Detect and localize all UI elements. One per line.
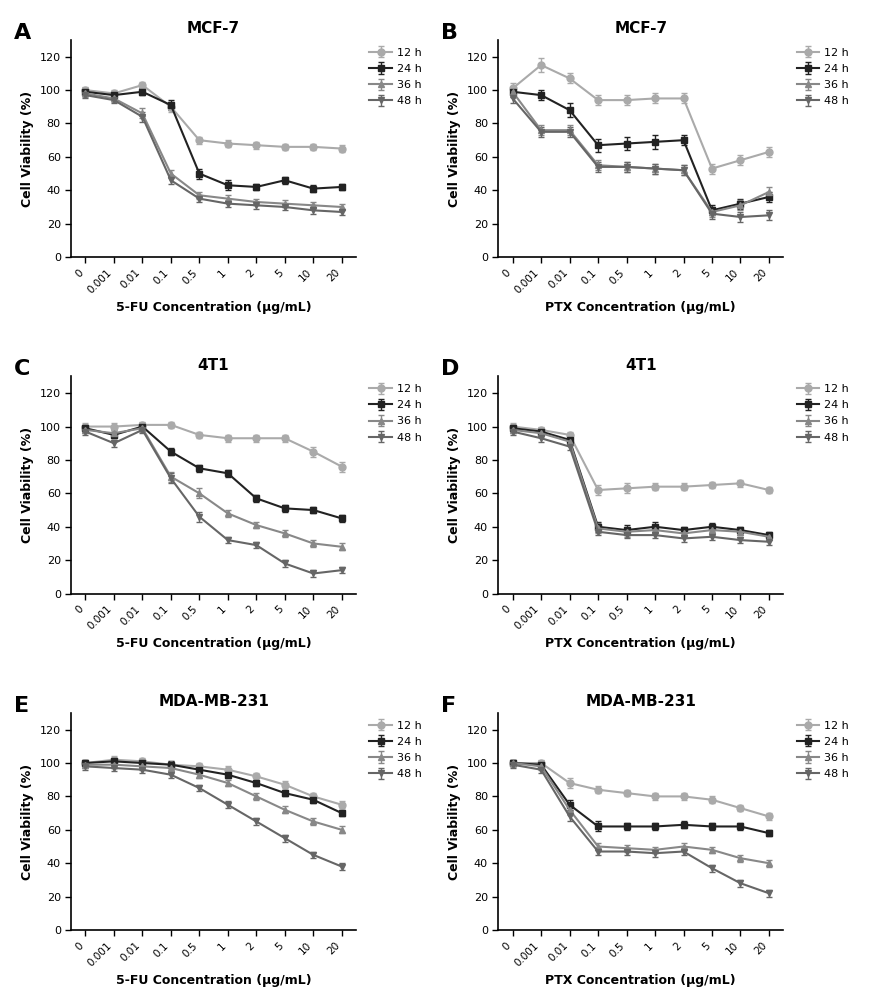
Legend: 12 h, 24 h, 36 h, 48 h: 12 h, 24 h, 36 h, 48 h [368, 46, 425, 108]
Text: C: C [14, 359, 30, 379]
Y-axis label: Cell Viability (%): Cell Viability (%) [21, 90, 34, 207]
Text: F: F [441, 696, 457, 716]
X-axis label: PTX Concentration (μg/mL): PTX Concentration (μg/mL) [546, 974, 736, 987]
Y-axis label: Cell Viability (%): Cell Viability (%) [21, 763, 34, 880]
Legend: 12 h, 24 h, 36 h, 48 h: 12 h, 24 h, 36 h, 48 h [795, 718, 852, 781]
Title: MDA-MB-231: MDA-MB-231 [586, 694, 696, 709]
Text: B: B [441, 23, 458, 43]
Y-axis label: Cell Viability (%): Cell Viability (%) [449, 427, 461, 543]
Legend: 12 h, 24 h, 36 h, 48 h: 12 h, 24 h, 36 h, 48 h [795, 382, 852, 445]
Y-axis label: Cell Viability (%): Cell Viability (%) [449, 90, 461, 207]
X-axis label: 5-FU Concentration (μg/mL): 5-FU Concentration (μg/mL) [116, 301, 312, 314]
Title: MDA-MB-231: MDA-MB-231 [158, 694, 269, 709]
Title: MCF-7: MCF-7 [187, 21, 240, 36]
Text: A: A [14, 23, 31, 43]
Legend: 12 h, 24 h, 36 h, 48 h: 12 h, 24 h, 36 h, 48 h [795, 46, 852, 108]
Title: 4T1: 4T1 [198, 358, 230, 373]
X-axis label: 5-FU Concentration (μg/mL): 5-FU Concentration (μg/mL) [116, 637, 312, 650]
Legend: 12 h, 24 h, 36 h, 48 h: 12 h, 24 h, 36 h, 48 h [368, 382, 425, 445]
Text: D: D [441, 359, 460, 379]
X-axis label: PTX Concentration (μg/mL): PTX Concentration (μg/mL) [546, 301, 736, 314]
Y-axis label: Cell Viability (%): Cell Viability (%) [449, 763, 461, 880]
Title: MCF-7: MCF-7 [614, 21, 668, 36]
Y-axis label: Cell Viability (%): Cell Viability (%) [21, 427, 34, 543]
Title: 4T1: 4T1 [625, 358, 657, 373]
X-axis label: 5-FU Concentration (μg/mL): 5-FU Concentration (μg/mL) [116, 974, 312, 987]
Text: E: E [14, 696, 29, 716]
Legend: 12 h, 24 h, 36 h, 48 h: 12 h, 24 h, 36 h, 48 h [368, 718, 425, 781]
X-axis label: PTX Concentration (μg/mL): PTX Concentration (μg/mL) [546, 637, 736, 650]
